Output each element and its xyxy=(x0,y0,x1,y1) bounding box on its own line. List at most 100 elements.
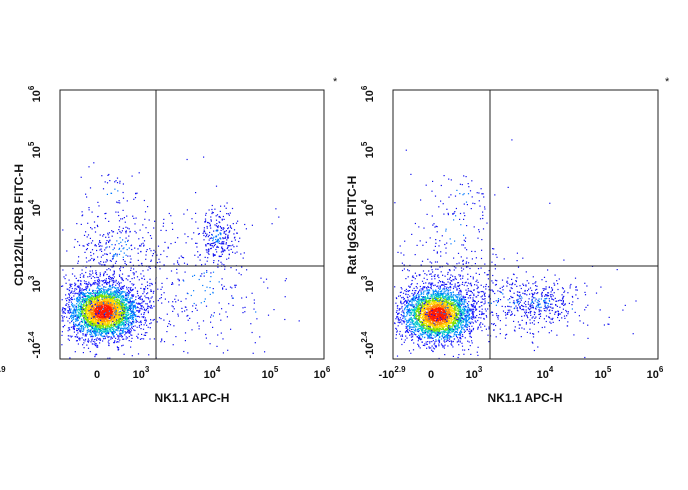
event-dot xyxy=(84,338,87,340)
event-dot xyxy=(129,328,131,330)
event-dot xyxy=(96,344,98,346)
event-dot xyxy=(78,299,80,301)
event-dot xyxy=(216,226,219,228)
event-dot xyxy=(100,333,102,335)
event-dot xyxy=(69,322,71,324)
event-dot xyxy=(93,328,95,330)
event-dot xyxy=(101,320,104,323)
event-dot xyxy=(112,286,114,288)
event-dot xyxy=(122,256,124,258)
event-dot xyxy=(132,302,134,304)
event-dot xyxy=(114,292,116,294)
event-dot xyxy=(136,290,139,293)
event-dot xyxy=(126,331,128,334)
event-dot xyxy=(77,319,79,321)
event-dot xyxy=(112,331,114,333)
event-dot xyxy=(227,235,229,237)
event-dot xyxy=(143,300,145,302)
event-dot xyxy=(131,289,133,291)
event-dot xyxy=(116,317,118,319)
event-dot xyxy=(121,278,123,280)
event-dot xyxy=(396,315,398,318)
event-dot xyxy=(98,243,100,245)
event-dot xyxy=(199,259,201,261)
event-dot xyxy=(108,295,110,297)
event-dot xyxy=(92,312,94,314)
event-dot xyxy=(86,299,88,301)
event-dot xyxy=(104,326,107,328)
event-dot xyxy=(123,307,125,309)
event-dot xyxy=(203,234,205,237)
event-dot xyxy=(84,294,86,296)
event-dot xyxy=(445,331,447,333)
event-dot xyxy=(122,286,124,288)
event-dot xyxy=(108,220,110,222)
event-dot xyxy=(138,172,140,174)
event-dot xyxy=(444,298,447,300)
event-dot xyxy=(216,251,218,253)
event-dot xyxy=(104,306,106,308)
event-dot xyxy=(94,344,96,346)
event-dot xyxy=(103,275,105,277)
event-dot xyxy=(222,229,224,231)
event-dot xyxy=(204,256,206,258)
event-dot xyxy=(80,293,82,295)
event-dot xyxy=(124,304,126,306)
event-dot xyxy=(97,298,99,300)
event-dot xyxy=(95,333,97,335)
event-dot xyxy=(81,311,83,313)
event-dot xyxy=(184,332,187,334)
event-dot xyxy=(210,321,212,323)
event-dot xyxy=(226,213,228,215)
event-dot xyxy=(105,290,107,292)
event-dot xyxy=(141,305,143,307)
event-dot xyxy=(104,330,106,333)
event-dot xyxy=(125,237,127,239)
event-dot xyxy=(105,304,107,306)
event-dot xyxy=(136,335,138,337)
event-dot xyxy=(193,274,196,276)
event-dot xyxy=(119,293,122,295)
event-dot xyxy=(108,276,110,278)
event-dot xyxy=(99,326,102,328)
event-dot xyxy=(96,314,98,316)
event-dot xyxy=(84,309,86,311)
event-dot xyxy=(116,253,118,255)
event-dot xyxy=(108,296,110,298)
event-dot xyxy=(87,318,89,320)
event-dot xyxy=(89,310,91,312)
event-dot xyxy=(68,339,70,341)
event-dot xyxy=(223,249,225,251)
event-dot xyxy=(157,245,160,247)
event-dot xyxy=(223,218,225,220)
event-dot xyxy=(88,289,90,291)
event-dot xyxy=(271,223,273,225)
event-dot xyxy=(106,301,108,303)
event-dot xyxy=(99,293,101,296)
event-dot xyxy=(140,324,142,326)
event-dot xyxy=(135,302,137,304)
event-dot xyxy=(87,338,89,340)
event-dot xyxy=(68,299,70,301)
event-dot xyxy=(109,240,111,242)
event-dot xyxy=(85,304,87,306)
event-dot xyxy=(148,219,150,221)
event-dot xyxy=(135,232,137,234)
event-dot xyxy=(80,320,82,323)
event-dot xyxy=(104,312,106,314)
event-dot xyxy=(181,311,183,313)
event-dot xyxy=(84,313,86,315)
event-dot xyxy=(113,300,115,302)
event-dot xyxy=(99,290,101,292)
event-dot xyxy=(133,268,135,270)
event-dot xyxy=(75,318,77,320)
event-dot xyxy=(116,326,118,328)
event-dot xyxy=(181,256,183,258)
event-dot xyxy=(105,292,107,294)
event-dot xyxy=(134,287,136,289)
event-dot xyxy=(90,284,93,286)
event-dot xyxy=(203,272,205,274)
event-dot xyxy=(105,327,107,329)
event-dot xyxy=(143,338,145,340)
event-dot xyxy=(122,191,124,194)
